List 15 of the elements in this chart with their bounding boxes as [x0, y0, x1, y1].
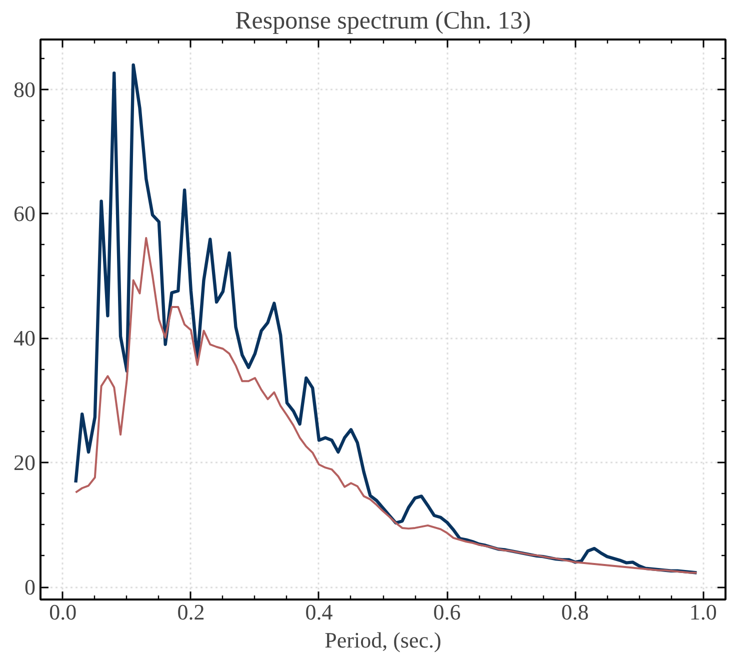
y-tick-label: 80	[14, 76, 36, 102]
line-series	[74, 63, 698, 574]
y-tick-label: 40	[14, 326, 36, 351]
x-tick-label: 0.4	[305, 600, 333, 624]
x-tick-label: 0.6	[433, 600, 461, 624]
y-tick-label: 20	[14, 450, 36, 476]
x-axis-title: Period, (sec.)	[324, 628, 442, 652]
x-tick-label: 0.2	[177, 600, 205, 624]
y-tick-label: 60	[14, 201, 36, 226]
y-tick-label: 0	[24, 574, 36, 600]
x-tick-label: 0.0	[49, 600, 77, 624]
line-series	[74, 236, 698, 574]
x-tick-label: 0.8	[561, 600, 589, 624]
x-tick-label: 1.0	[689, 600, 717, 624]
chart-title: Response spectrum (Chn. 13)	[235, 8, 531, 34]
